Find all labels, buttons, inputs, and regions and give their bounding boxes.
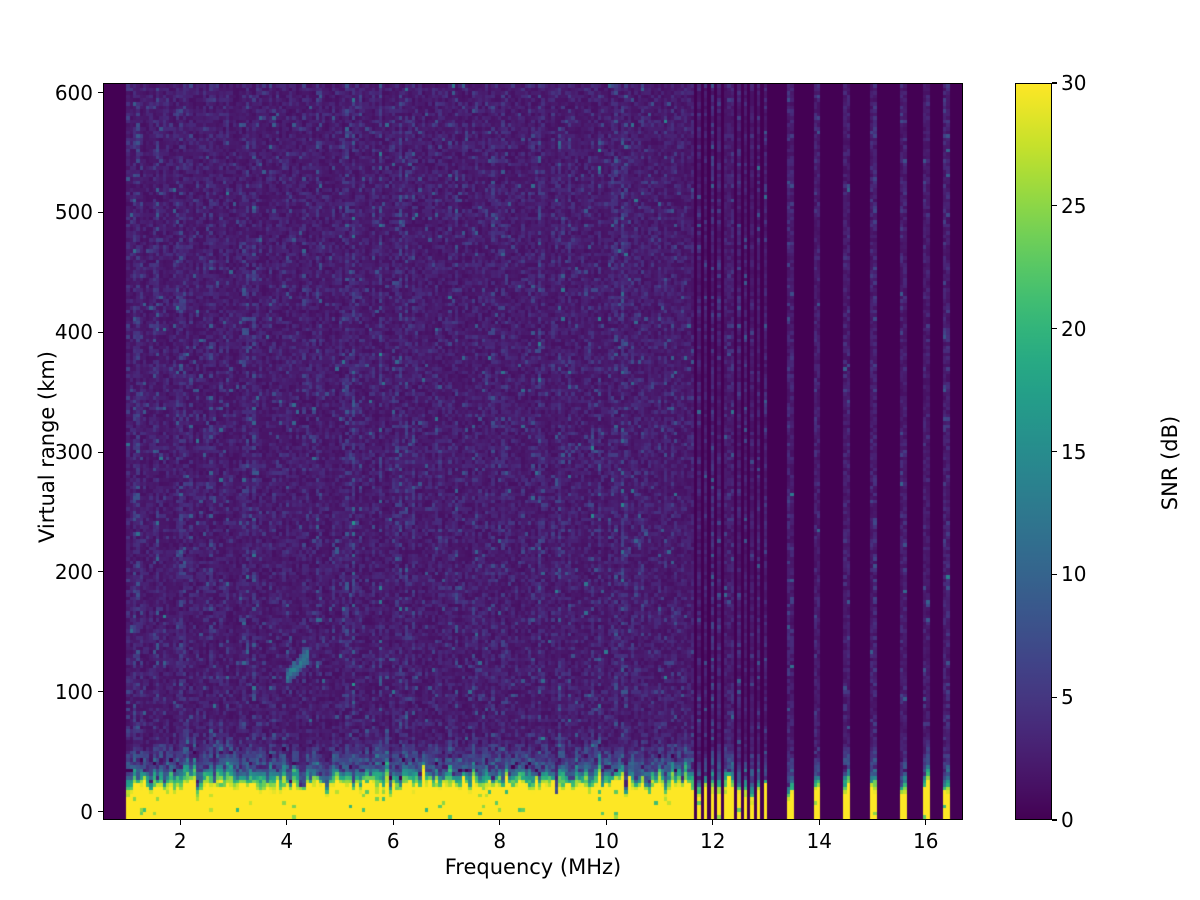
colorbar-tick-mark xyxy=(1052,696,1057,698)
x-tick-mark xyxy=(712,820,714,825)
x-tick-label: 8 xyxy=(493,829,507,853)
y-tick-label: 300 xyxy=(54,440,93,465)
x-tick-label: 6 xyxy=(386,829,400,853)
y-tick-label: 100 xyxy=(54,679,93,704)
colorbar-tick-label: 10 xyxy=(1061,562,1087,587)
colorbar-tick-mark xyxy=(1052,573,1057,575)
colorbar-tick-mark xyxy=(1052,205,1057,207)
y-tick-mark xyxy=(98,571,103,573)
colorbar-tick-label: 25 xyxy=(1061,193,1087,218)
x-tick-label: 16 xyxy=(912,829,939,853)
colorbar-tick-label: 15 xyxy=(1061,439,1087,464)
x-tick-mark xyxy=(925,820,927,825)
y-tick-mark xyxy=(98,211,103,213)
x-tick-mark xyxy=(286,820,288,825)
colorbar-tick-mark xyxy=(1052,819,1057,821)
x-tick-mark xyxy=(392,820,394,825)
x-tick-label: 12 xyxy=(699,829,726,853)
x-tick-mark xyxy=(499,820,501,825)
colorbar-tick-label: 30 xyxy=(1061,71,1087,95)
colorbar-tick-label: 20 xyxy=(1061,316,1087,341)
y-tick-mark xyxy=(98,811,103,813)
colorbar-tick-mark xyxy=(1052,328,1057,330)
y-tick-mark xyxy=(98,331,103,333)
colorbar-tick-mark xyxy=(1052,450,1057,453)
y-tick-label: 200 xyxy=(54,559,93,584)
colorbar-tick-label: 5 xyxy=(1061,685,1074,710)
y-tick-label: 0 xyxy=(80,799,93,824)
x-axis-label: Frequency (MHz) xyxy=(444,855,622,879)
x-tick-label: 10 xyxy=(593,829,619,853)
y-tick-label: 600 xyxy=(54,80,93,105)
x-tick-mark xyxy=(818,820,820,825)
ionogram-heatmap[interactable] xyxy=(104,84,962,819)
y-axis-label: Virtual range (km) xyxy=(35,350,59,544)
y-tick-mark xyxy=(98,691,103,693)
x-tick-mark xyxy=(179,820,181,825)
y-tick-label: 400 xyxy=(54,320,93,345)
x-tick-mark xyxy=(605,820,607,825)
x-tick-label: 14 xyxy=(806,829,832,853)
ionogram-plot-area[interactable] xyxy=(103,83,963,820)
x-tick-label: 2 xyxy=(173,829,187,853)
colorbar-gradient xyxy=(1016,84,1051,819)
colorbar-tick-label: 0 xyxy=(1061,808,1074,832)
y-tick-label: 500 xyxy=(54,200,93,225)
y-tick-mark xyxy=(98,451,103,453)
colorbar-label: SNR (dB) xyxy=(1158,415,1182,511)
y-tick-mark xyxy=(98,92,103,94)
colorbar[interactable] xyxy=(1015,83,1052,820)
x-tick-label: 4 xyxy=(280,829,294,853)
colorbar-tick-mark xyxy=(1052,82,1057,84)
